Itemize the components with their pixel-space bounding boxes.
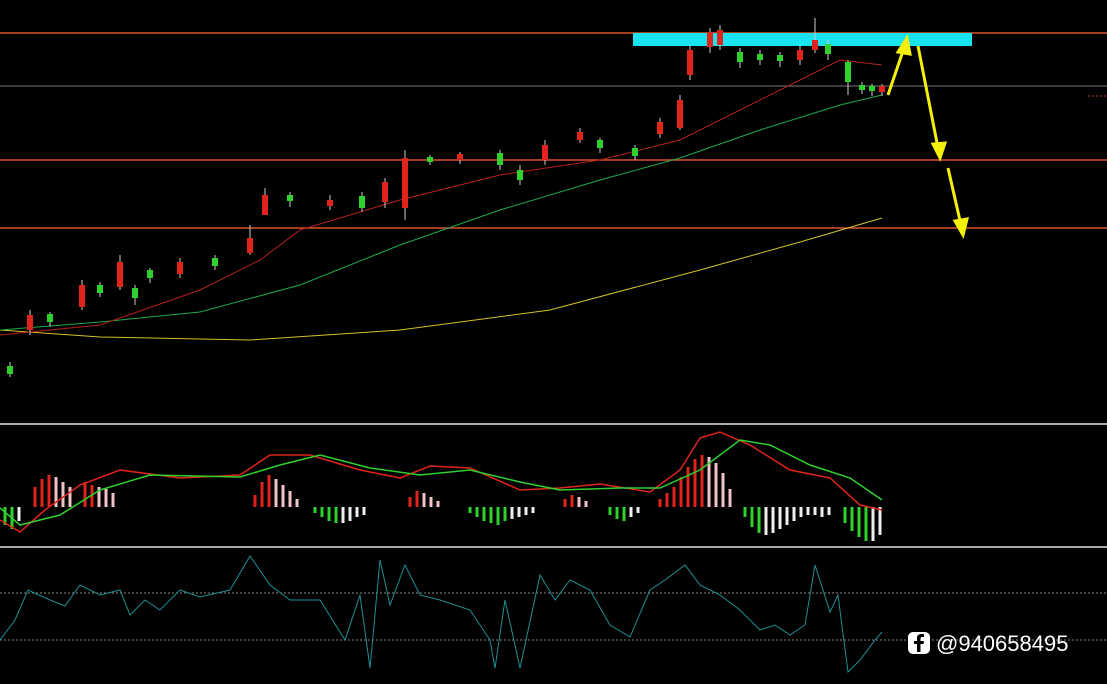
ma-mid — [0, 94, 883, 331]
macd-hist-fade — [54, 457, 732, 507]
oscillator-line — [0, 555, 883, 674]
candles-up — [27, 30, 885, 330]
ma-slow — [0, 217, 883, 341]
ma-fast — [0, 59, 883, 336]
macd-dea — [0, 439, 883, 526]
price-panel — [0, 18, 1107, 377]
macd-panel — [0, 431, 883, 541]
watermark-handle: @940658495 — [936, 631, 1068, 656]
resistance-zone — [633, 33, 972, 46]
watermark: @940658495 — [908, 631, 1068, 656]
projection-arrows — [886, 34, 970, 239]
macd-hist-up — [33, 455, 704, 507]
oscillator-panel — [0, 555, 1107, 674]
macd-dif — [0, 431, 883, 533]
macd-hist-fade-down — [17, 507, 882, 541]
watermark-icon-glyph — [914, 634, 924, 652]
macd-hist-down — [3, 507, 868, 541]
